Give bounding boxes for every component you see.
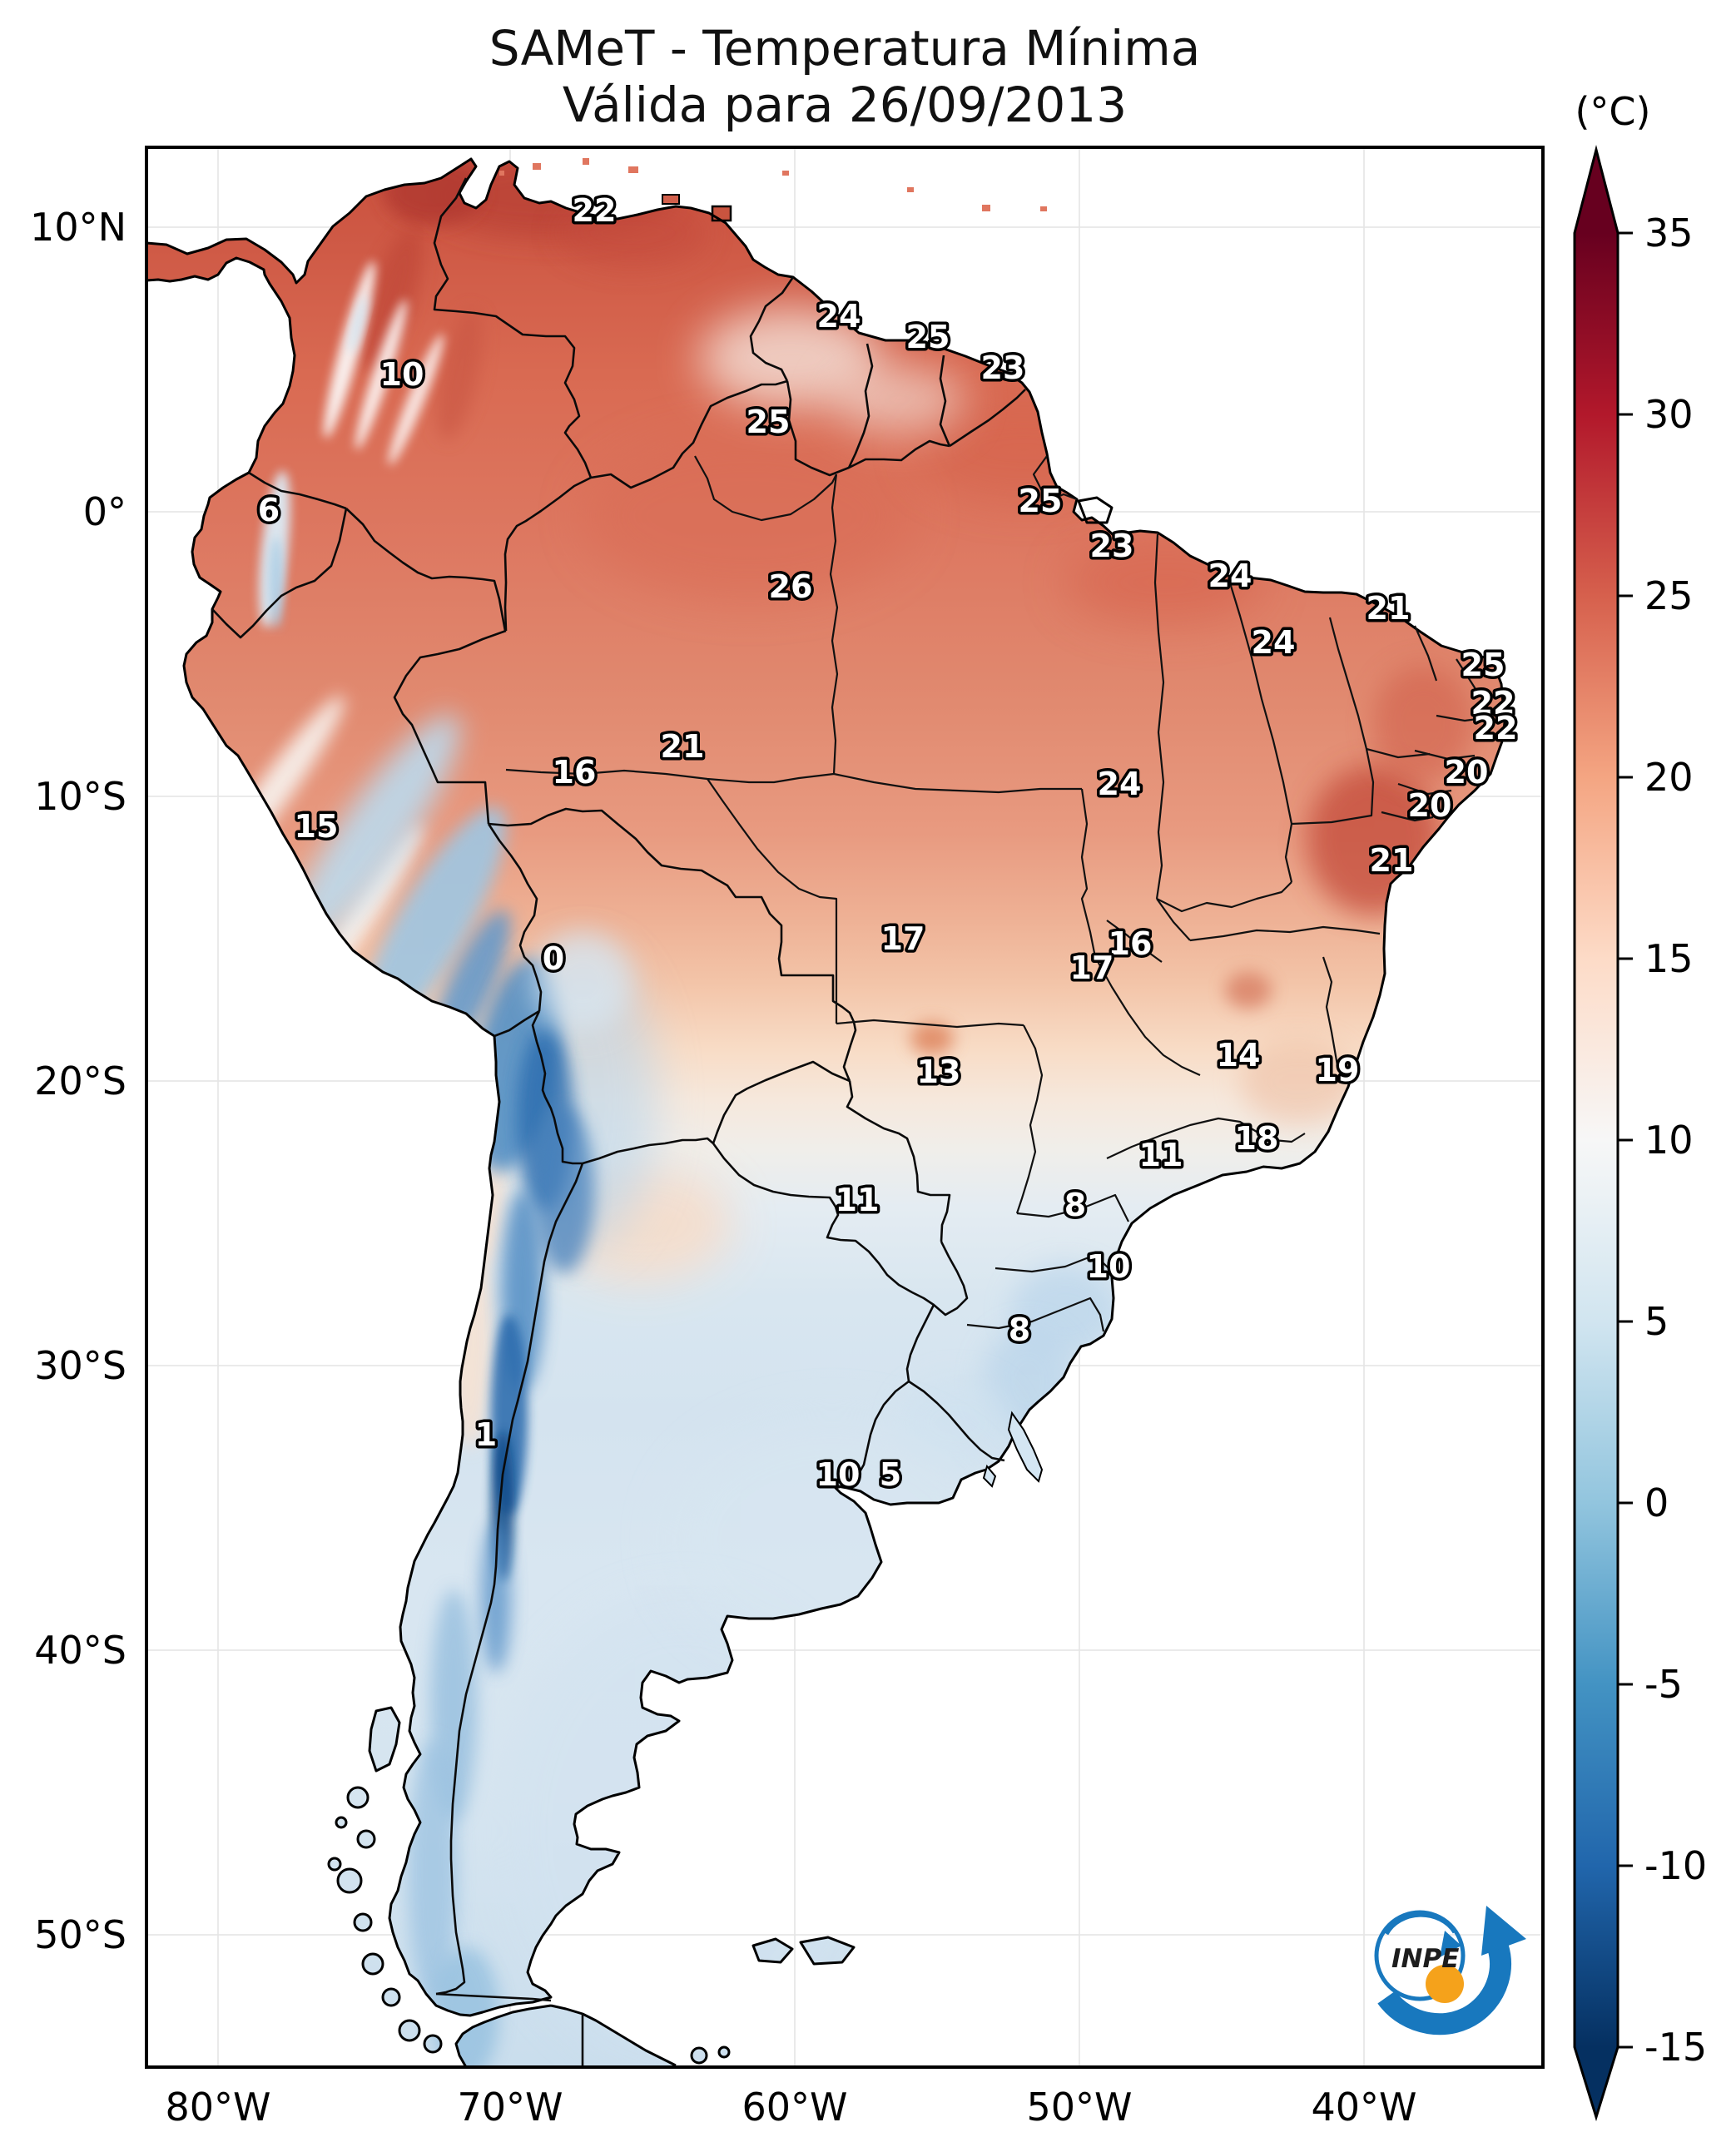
inpe-logo: INPE: [1374, 1906, 1526, 2035]
chart-title: SAMeT - Temperatura Mínima Válida para 2…: [489, 20, 1201, 133]
temp-value-label: 14: [1217, 1037, 1261, 1074]
temp-value-label: 11: [836, 1182, 880, 1218]
country-borders: [211, 177, 1026, 2067]
temp-value-label: 20: [1408, 787, 1452, 824]
temp-value-label: 22: [1474, 710, 1518, 746]
colorbar-tick-label: -5: [1644, 1662, 1683, 1707]
temp-value-label: 11: [1139, 1137, 1183, 1173]
title-line-1: SAMeT - Temperatura Mínima: [489, 20, 1201, 77]
temp-value-label: 8: [1064, 1187, 1086, 1223]
lat-tick-label: 30°S: [34, 1343, 126, 1388]
lat-tick-label: 40°S: [34, 1628, 126, 1673]
lagoa-dos-patos: [1007, 1411, 1044, 1483]
temp-value-label: 17: [881, 920, 925, 957]
title-line-2: Válida para 26/09/2013: [563, 77, 1127, 133]
lat-tick-label: 10°S: [34, 774, 126, 819]
temp-value-label: 24: [1098, 766, 1142, 802]
temp-value-label: 22: [1471, 685, 1515, 721]
temp-value-label: 23: [981, 350, 1025, 386]
coastline: [146, 157, 1506, 2068]
temp-value-label: 26: [769, 568, 813, 605]
colorbar-ticks: 35 30 25 20 15 10 5 0 -5 -10 -15: [1618, 211, 1707, 2070]
temp-value-label: 16: [553, 754, 597, 791]
lon-tick-label: 70°W: [457, 2085, 563, 2130]
temp-value-label: 5: [880, 1456, 901, 1493]
logo-big-arrowhead-icon: [1481, 1906, 1526, 1956]
temp-value-label: 15: [295, 808, 339, 845]
temp-value-label: 24: [1208, 558, 1252, 594]
temp-value-label: 25: [1461, 647, 1505, 683]
colorbar-tick-label: -15: [1644, 2025, 1707, 2070]
lat-tick-label: 20°S: [34, 1059, 126, 1103]
logo-swirl-arc: [1384, 1912, 1457, 1936]
colorbar-tick-label: 5: [1644, 1299, 1669, 1344]
temp-value-label: 8: [1009, 1312, 1030, 1348]
colorbar-tick-label: 30: [1644, 392, 1694, 437]
temp-value-label: 18: [1235, 1120, 1279, 1157]
temp-value-label: 21: [1366, 590, 1411, 627]
state-borders: [505, 455, 1490, 1332]
logo-big-arrow-shaft: [1377, 1944, 1511, 2035]
colorbar-tick-label: -10: [1644, 1843, 1707, 1888]
temp-value-label: 21: [1370, 842, 1414, 879]
temp-value-label: 22: [573, 192, 617, 229]
temp-value-label: 17: [1070, 950, 1114, 986]
temp-value-label: 0: [543, 940, 564, 977]
colorbar-tick-label: 25: [1644, 573, 1694, 618]
lat-tick-label: 50°S: [34, 1912, 126, 1957]
temp-value-label: 10: [1087, 1248, 1131, 1285]
temp-value-label: 25: [746, 404, 791, 440]
temp-value-label: 19: [1316, 1052, 1360, 1088]
colorbar-tick-label: 10: [1644, 1118, 1694, 1163]
colorbar: (°C) 35 30 25 20 15 10 5 0 -5 -10 -15: [1573, 89, 1707, 2122]
temp-value-label: 25: [906, 319, 950, 355]
logo-text: INPE: [1391, 1944, 1459, 1974]
colorbar-tick-label: 15: [1644, 936, 1694, 981]
temp-value-label: 23: [1090, 528, 1134, 564]
colorbar-tick-label: 20: [1644, 755, 1694, 800]
logo-swirl-circle: [1374, 1910, 1466, 2001]
logo-orange-ball: [1426, 1965, 1464, 2003]
lon-tick-label: 60°W: [742, 2085, 847, 2130]
colorbar-gradient-bar: [1573, 145, 1619, 2122]
lat-tick-label: 0°: [83, 489, 126, 534]
temp-value-label: 1: [475, 1416, 497, 1453]
map-frame: [145, 146, 1545, 2069]
lon-tick-label: 50°W: [1026, 2085, 1132, 2130]
temp-value-label: 20: [1445, 754, 1489, 791]
temp-value-label: 13: [917, 1054, 961, 1090]
latitude-axis: 10°N 0° 10°S 20°S 30°S 40°S 50°S: [30, 205, 126, 1957]
lat-tick-label: 10°N: [30, 205, 126, 250]
temp-value-label: 10: [380, 356, 424, 393]
temp-value-label: 16: [1109, 925, 1153, 962]
temp-value-label: 21: [661, 728, 705, 765]
lon-tick-label: 40°W: [1311, 2085, 1416, 2130]
longitude-axis: 80°W 70°W 60°W 50°W 40°W: [165, 2085, 1416, 2130]
colorbar-unit-label: (°C): [1575, 89, 1650, 134]
temp-value-label: 10: [816, 1456, 861, 1493]
lon-tick-label: 80°W: [165, 2085, 270, 2130]
lagoa-mirim: [982, 1464, 997, 1488]
colorbar-tick-label: 35: [1644, 211, 1694, 255]
temp-value-label: 25: [1019, 483, 1063, 519]
temp-value-label: 24: [817, 298, 861, 335]
logo-swirl-arrowhead-icon: [1440, 1931, 1461, 1957]
temp-value-label: 6: [258, 492, 280, 528]
colorbar-tick-label: 0: [1644, 1480, 1669, 1525]
temp-value-label: 24: [1252, 624, 1296, 661]
